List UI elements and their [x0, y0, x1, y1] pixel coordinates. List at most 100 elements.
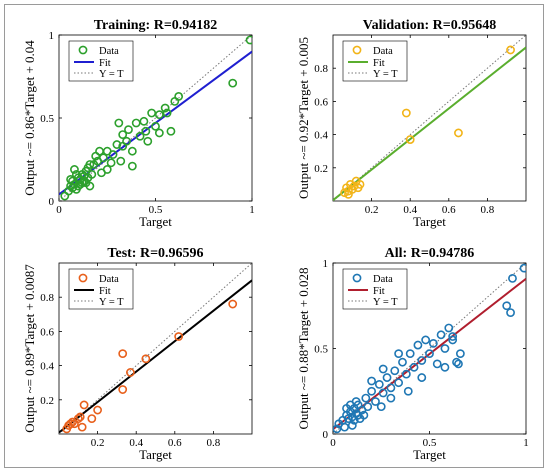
chart-panel-2: Validation: R=0.95648 0.2 0.4 0.6 0.8 0.2 0.4 0… [296, 18, 527, 229]
data-point [81, 178, 91, 188]
x-tick-label: 0 [56, 204, 62, 216]
data-point [444, 323, 454, 333]
regression-figure: Training: R=0.94182 0 0.5 1 0 0.5 1 Target Outpu… [22, 18, 529, 462]
identity-line [333, 35, 526, 201]
chart-panel-1: Training: R=0.94182 0 0.5 1 0 0.5 1 Target Outpu… [22, 18, 255, 229]
data-point [228, 78, 238, 88]
legend-fit-label: Fit [99, 286, 111, 297]
data-point [353, 410, 363, 420]
data-point [361, 393, 371, 403]
x-axis-label: Target [413, 214, 446, 229]
data-point [147, 108, 157, 118]
data-point [378, 364, 388, 374]
data-point [118, 349, 128, 359]
data-point [245, 35, 252, 45]
fit-line [59, 279, 252, 434]
data-point [68, 183, 77, 193]
data-point [118, 130, 128, 140]
legend-data-marker [78, 45, 88, 55]
data-point [386, 383, 396, 393]
plot-content [333, 263, 526, 434]
y-tick-label: 0.5 [40, 113, 54, 125]
data-point [174, 332, 184, 341]
fit-line [333, 46, 526, 201]
data-point [342, 403, 351, 413]
data-point [371, 397, 380, 406]
data-point [141, 354, 151, 364]
data-point [452, 357, 461, 367]
y-tick-label: 1 [49, 30, 55, 42]
data-point [436, 330, 446, 340]
data-point [141, 126, 151, 136]
data-point [98, 153, 108, 163]
identity-line [59, 263, 252, 434]
identity-line [59, 35, 252, 201]
data-point [139, 116, 149, 126]
x-tick-label: 0 [330, 437, 336, 449]
legend-fit-label: Fit [373, 58, 385, 69]
plot-content [59, 263, 252, 434]
y-tick-label: 0.6 [40, 326, 54, 338]
data-point [347, 421, 357, 430]
data-point [382, 373, 392, 382]
data-point [448, 332, 458, 341]
legend-data-marker [352, 273, 362, 283]
data-point [116, 156, 126, 166]
data-point [66, 419, 75, 429]
legend-identity-label: Y = T [99, 69, 124, 80]
x-axis-label: Target [139, 214, 172, 229]
legend-fit-label: Fit [373, 286, 385, 297]
chart-panel-3: Test: R=0.96596 0.2 0.4 0.6 0.8 0.2 0.4 0.6 0.8 T… [22, 246, 253, 462]
data-point [118, 385, 128, 394]
x-tick-label: 0.8 [481, 204, 495, 216]
data-point [425, 349, 434, 359]
data-point [440, 362, 450, 372]
data-point [87, 170, 97, 179]
data-point [154, 110, 164, 120]
legend-data-marker [78, 273, 88, 283]
data-point [374, 380, 384, 389]
data-point [166, 126, 176, 136]
x-axis-label: Target [139, 447, 172, 462]
y-tick-label: 0.8 [314, 63, 328, 75]
data-point [506, 45, 515, 55]
data-point [519, 263, 526, 273]
legend-identity-label: Y = T [373, 297, 398, 308]
x-tick-label: 0.4 [403, 204, 417, 216]
chart-title: Training: R=0.94182 [94, 18, 218, 33]
data-point [79, 400, 89, 410]
data-point [114, 118, 124, 128]
data-point [376, 402, 386, 412]
x-tick-label: 0.5 [423, 437, 437, 449]
x-tick-label: 0.2 [91, 437, 105, 449]
data-point [151, 121, 160, 131]
y-tick-label: 0.4 [40, 361, 54, 373]
data-point [440, 344, 450, 353]
data-point [428, 338, 438, 348]
data-point [403, 386, 413, 396]
data-point [413, 340, 423, 350]
data-point [160, 103, 170, 113]
data-point [405, 349, 415, 359]
legend-data-label: Data [99, 46, 119, 57]
y-axis-label: Output ~= 0.92*Target + 0.005 [296, 37, 311, 199]
data-point [66, 175, 75, 184]
data-point [85, 160, 95, 169]
x-tick-label: 0.2 [365, 204, 379, 216]
data-point [363, 402, 373, 412]
data-point [75, 412, 85, 422]
data-point [378, 388, 388, 398]
identity-line [333, 263, 526, 434]
data-point [162, 108, 172, 118]
data-point [112, 140, 122, 149]
data-point [106, 158, 116, 168]
data-point [417, 373, 427, 382]
legend-data-label: Data [373, 274, 393, 285]
data-point [454, 359, 463, 369]
chart-title: All: R=0.94786 [385, 246, 475, 261]
data-point [333, 424, 342, 434]
data-point [174, 92, 184, 101]
